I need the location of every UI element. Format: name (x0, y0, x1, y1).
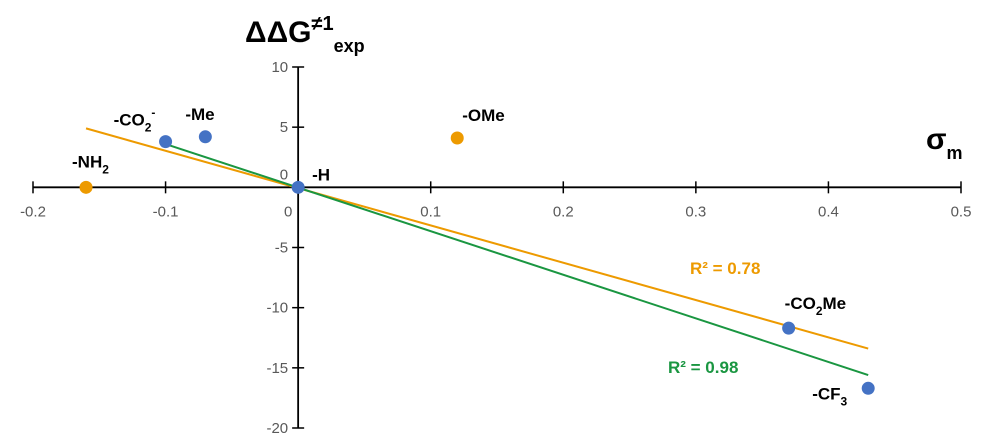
x-tick-label: -0.1 (153, 203, 179, 220)
r-squared-label: R² = 0.78 (690, 259, 760, 278)
axes: -0.2 -0.1 0 0.1 0.2 0.3 0.4 0.5 10 5 0 -5 -10 -15 -20 (20, 59, 971, 435)
point-label: -CF3 (812, 384, 847, 408)
svg-text:ΔΔG≠1exp: ΔΔG≠1exp (245, 13, 365, 56)
x-tick-label: 0.1 (420, 203, 441, 220)
point-label: -H (312, 165, 330, 184)
x-axis-title-sub: m (947, 143, 963, 163)
data-point (159, 135, 173, 149)
data-point (782, 321, 796, 335)
point-label: -CO2Me (785, 294, 846, 318)
r-squared-label: R² = 0.98 (668, 358, 738, 377)
trendline (165, 143, 869, 377)
x-tick-label: -0.2 (20, 203, 46, 220)
y-axis-title-sub: exp (334, 36, 365, 56)
x-tick-label: 0 (284, 203, 292, 220)
x-tick-label: 0.4 (818, 203, 839, 220)
y-axis-title-main: ΔΔG (245, 16, 311, 49)
x-axis-title-main: σ (926, 123, 947, 156)
y-tick-label: 10 (271, 59, 288, 76)
data-point (861, 381, 875, 395)
svg-text:σm: σm (926, 123, 963, 163)
y-axis-title-sup: ≠1 (311, 13, 333, 35)
point-label: -Me (185, 105, 214, 124)
y-tick-label: -20 (266, 420, 288, 435)
point-label: -NH2 (72, 152, 109, 176)
y-tick-label: -15 (266, 360, 288, 377)
data-point (198, 130, 212, 144)
point-labels: -CO2- -Me -H -CO2Me -CF3 -NH2 -OMe (72, 105, 847, 408)
point-label: -CO2- (114, 106, 156, 135)
x-tick-label: 0.5 (951, 203, 972, 220)
y-tick-label: 5 (280, 119, 288, 136)
y-axis-title: ΔΔG≠1exp (245, 13, 365, 56)
data-point (450, 131, 464, 145)
point-label: -OMe (462, 106, 505, 125)
trendlines: R² = 0.78 R² = 0.98 (85, 127, 869, 377)
x-axis-title: σm (926, 123, 963, 163)
data-point (79, 180, 93, 194)
data-points (79, 130, 875, 395)
x-tick-label: 0.3 (685, 203, 706, 220)
y-tick-label: -5 (275, 240, 288, 257)
trendline (85, 127, 869, 350)
y-tick-label: -10 (266, 300, 288, 317)
y-tick-label: 0 (280, 166, 288, 183)
x-tick-label: 0.2 (553, 203, 574, 220)
data-point (291, 180, 305, 194)
